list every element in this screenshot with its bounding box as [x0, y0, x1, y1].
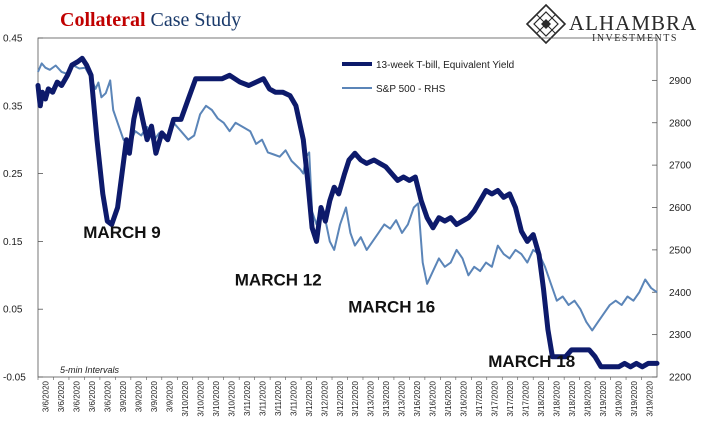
- x-tick-label: 3/6/2020: [104, 380, 113, 412]
- left-tick-label: 0.25: [3, 169, 23, 180]
- legend-label-tbill: 13-week T-bill, Equivalent Yield: [376, 60, 514, 71]
- x-tick-label: 3/17/2020: [475, 380, 484, 416]
- x-tick-label: 3/11/2020: [258, 380, 267, 416]
- annotations: MARCH 9 MARCH 12 MARCH 16 MARCH 18: [83, 223, 575, 371]
- series-layer: [35, 55, 660, 370]
- x-tick-label: 3/18/2020: [552, 380, 561, 416]
- right-tick-label: 2700: [669, 161, 692, 172]
- logo-name: ALHAMBRA: [569, 11, 697, 35]
- alhambra-logo: ALHAMBRA INVESTMENTS: [525, 3, 697, 45]
- legend-label-spx: S&P 500 - RHS: [376, 84, 446, 95]
- series-line-tbill: [35, 55, 660, 370]
- annotation-label: MARCH 9: [83, 223, 160, 242]
- x-tick-label: 3/6/2020: [57, 380, 66, 412]
- x-tick-label: 3/10/2020: [227, 380, 236, 416]
- annotation-label: MARCH 16: [348, 298, 435, 317]
- title-highlight: Collateral: [60, 9, 146, 31]
- x-tick-label: 3/19/2020: [645, 380, 654, 416]
- annotation-label: MARCH 12: [235, 270, 322, 289]
- x-tick-label: 3/17/2020: [506, 380, 515, 416]
- x-tick-label: 3/12/2020: [351, 380, 360, 416]
- x-tick-label: 3/16/2020: [444, 380, 453, 416]
- x-tick-label: 3/6/2020: [88, 380, 97, 412]
- annotation-label: MARCH 18: [488, 352, 575, 371]
- left-tick-label: 0.45: [3, 34, 23, 45]
- series-line-spx: [37, 62, 658, 332]
- x-tick-label: 3/19/2020: [614, 380, 623, 416]
- x-tick-label: 3/16/2020: [413, 380, 422, 416]
- x-tick-label: 3/12/2020: [320, 380, 329, 416]
- left-tick-label: 0.15: [3, 237, 23, 248]
- left-axis: -0.05 0.05 0.15 0.25 0.35 0.45: [3, 34, 43, 384]
- left-tick-label: 0.05: [3, 305, 23, 316]
- chart-title: Collateral Case Study: [60, 9, 241, 31]
- x-tick-label: 3/12/2020: [336, 380, 345, 416]
- x-tick-label: 3/18/2020: [583, 380, 592, 416]
- x-tick-label: 3/18/2020: [537, 380, 546, 416]
- left-tick-label: 0.35: [3, 101, 23, 112]
- x-tick-label: 3/11/2020: [274, 380, 283, 416]
- right-tick-label: 2600: [669, 203, 692, 214]
- x-tick-label: 3/18/2020: [568, 380, 577, 416]
- right-tick-label: 2900: [669, 76, 692, 87]
- x-tick-label: 3/13/2020: [367, 380, 376, 416]
- x-tick-label: 3/9/2020: [150, 380, 159, 412]
- x-tick-label: 3/17/2020: [491, 380, 500, 416]
- x-tick-label: 3/16/2020: [460, 380, 469, 416]
- x-tick-label: 3/10/2020: [196, 380, 205, 416]
- x-tick-label: 3/13/2020: [382, 380, 391, 416]
- right-tick-label: 2400: [669, 288, 692, 299]
- x-tick-label: 3/12/2020: [305, 380, 314, 416]
- x-tick-label: 3/11/2020: [289, 380, 298, 416]
- x-tick-label: 3/6/2020: [73, 380, 82, 412]
- x-tick-label: 3/9/2020: [119, 380, 128, 412]
- x-tick-label: 3/9/2020: [135, 380, 144, 412]
- x-tick-label: 3/19/2020: [630, 380, 639, 416]
- legend: 13-week T-bill, Equivalent Yield S&P 500…: [342, 60, 514, 95]
- x-tick-label: 3/10/2020: [181, 380, 190, 416]
- x-tick-label: 3/19/2020: [599, 380, 608, 416]
- interval-note: 5-min Intervals: [60, 365, 120, 375]
- x-tick-label: 3/13/2020: [398, 380, 407, 416]
- x-tick-label: 3/16/2020: [429, 380, 438, 416]
- left-tick-label: -0.05: [3, 373, 26, 384]
- logo-subtitle: INVESTMENTS: [592, 33, 678, 44]
- x-tick-label: 3/6/2020: [42, 380, 51, 412]
- right-tick-label: 2300: [669, 330, 692, 341]
- right-axis: 2200 2300 2400 2500 2600 2700 2800 2900: [652, 76, 692, 384]
- x-tick-label: 3/10/2020: [212, 380, 221, 416]
- x-tick-label: 3/9/2020: [166, 380, 175, 412]
- x-tick-label: 3/11/2020: [243, 380, 252, 416]
- x-axis: 3/6/2020 3/6/2020 3/6/2020 3/6/2020 3/6/2020…: [37, 377, 654, 417]
- diamond-lattice-icon: [525, 3, 567, 45]
- right-tick-label: 2200: [669, 373, 692, 384]
- right-tick-label: 2800: [669, 118, 692, 129]
- title-rest: Case Study: [146, 9, 242, 31]
- right-tick-label: 2500: [669, 245, 692, 256]
- x-tick-label: 3/17/2020: [521, 380, 530, 416]
